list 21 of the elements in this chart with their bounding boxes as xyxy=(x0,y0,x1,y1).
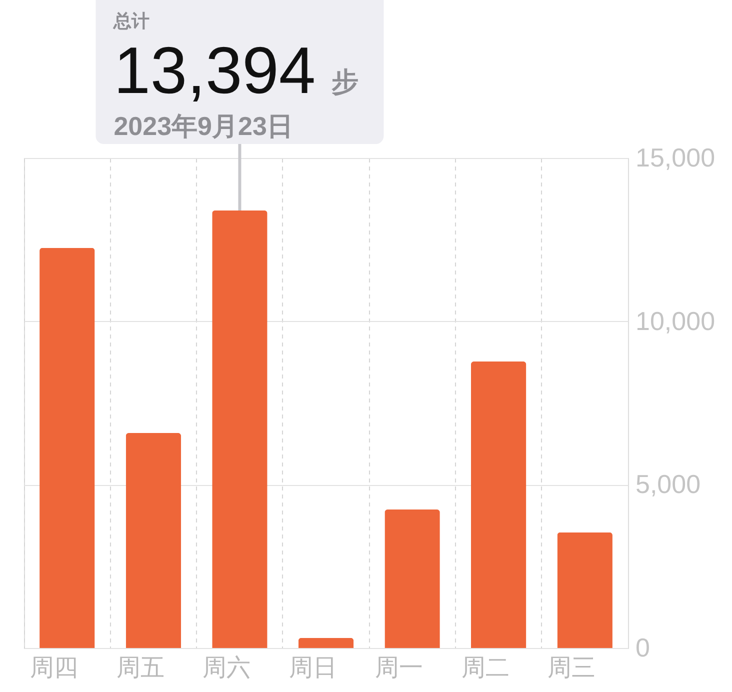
y-tick-label: 15,000 xyxy=(636,142,716,172)
bar xyxy=(298,638,354,648)
bar xyxy=(470,362,526,648)
y-tick-label: 5,000 xyxy=(636,469,701,500)
x-tick-label: 周五 xyxy=(116,654,164,682)
y-tick-label: 10,000 xyxy=(636,306,716,336)
bar xyxy=(126,433,182,648)
x-tick-label: 周三 xyxy=(548,654,596,682)
y-tick-label: 0 xyxy=(636,632,650,662)
bar xyxy=(384,509,440,648)
x-tick-label: 周二 xyxy=(461,654,510,682)
annotation: 2023年9月23日 xyxy=(114,111,293,141)
x-tick-label: 周一 xyxy=(375,654,424,682)
annotation: 13,394 步 xyxy=(114,33,359,107)
bar xyxy=(557,532,612,648)
bar xyxy=(40,248,95,648)
x-tick-label: 周四 xyxy=(30,654,78,682)
bar xyxy=(212,210,268,648)
x-tick-label: 周日 xyxy=(288,654,337,682)
text: 总计 xyxy=(112,11,150,31)
x-tick-label: 周六 xyxy=(202,654,251,682)
